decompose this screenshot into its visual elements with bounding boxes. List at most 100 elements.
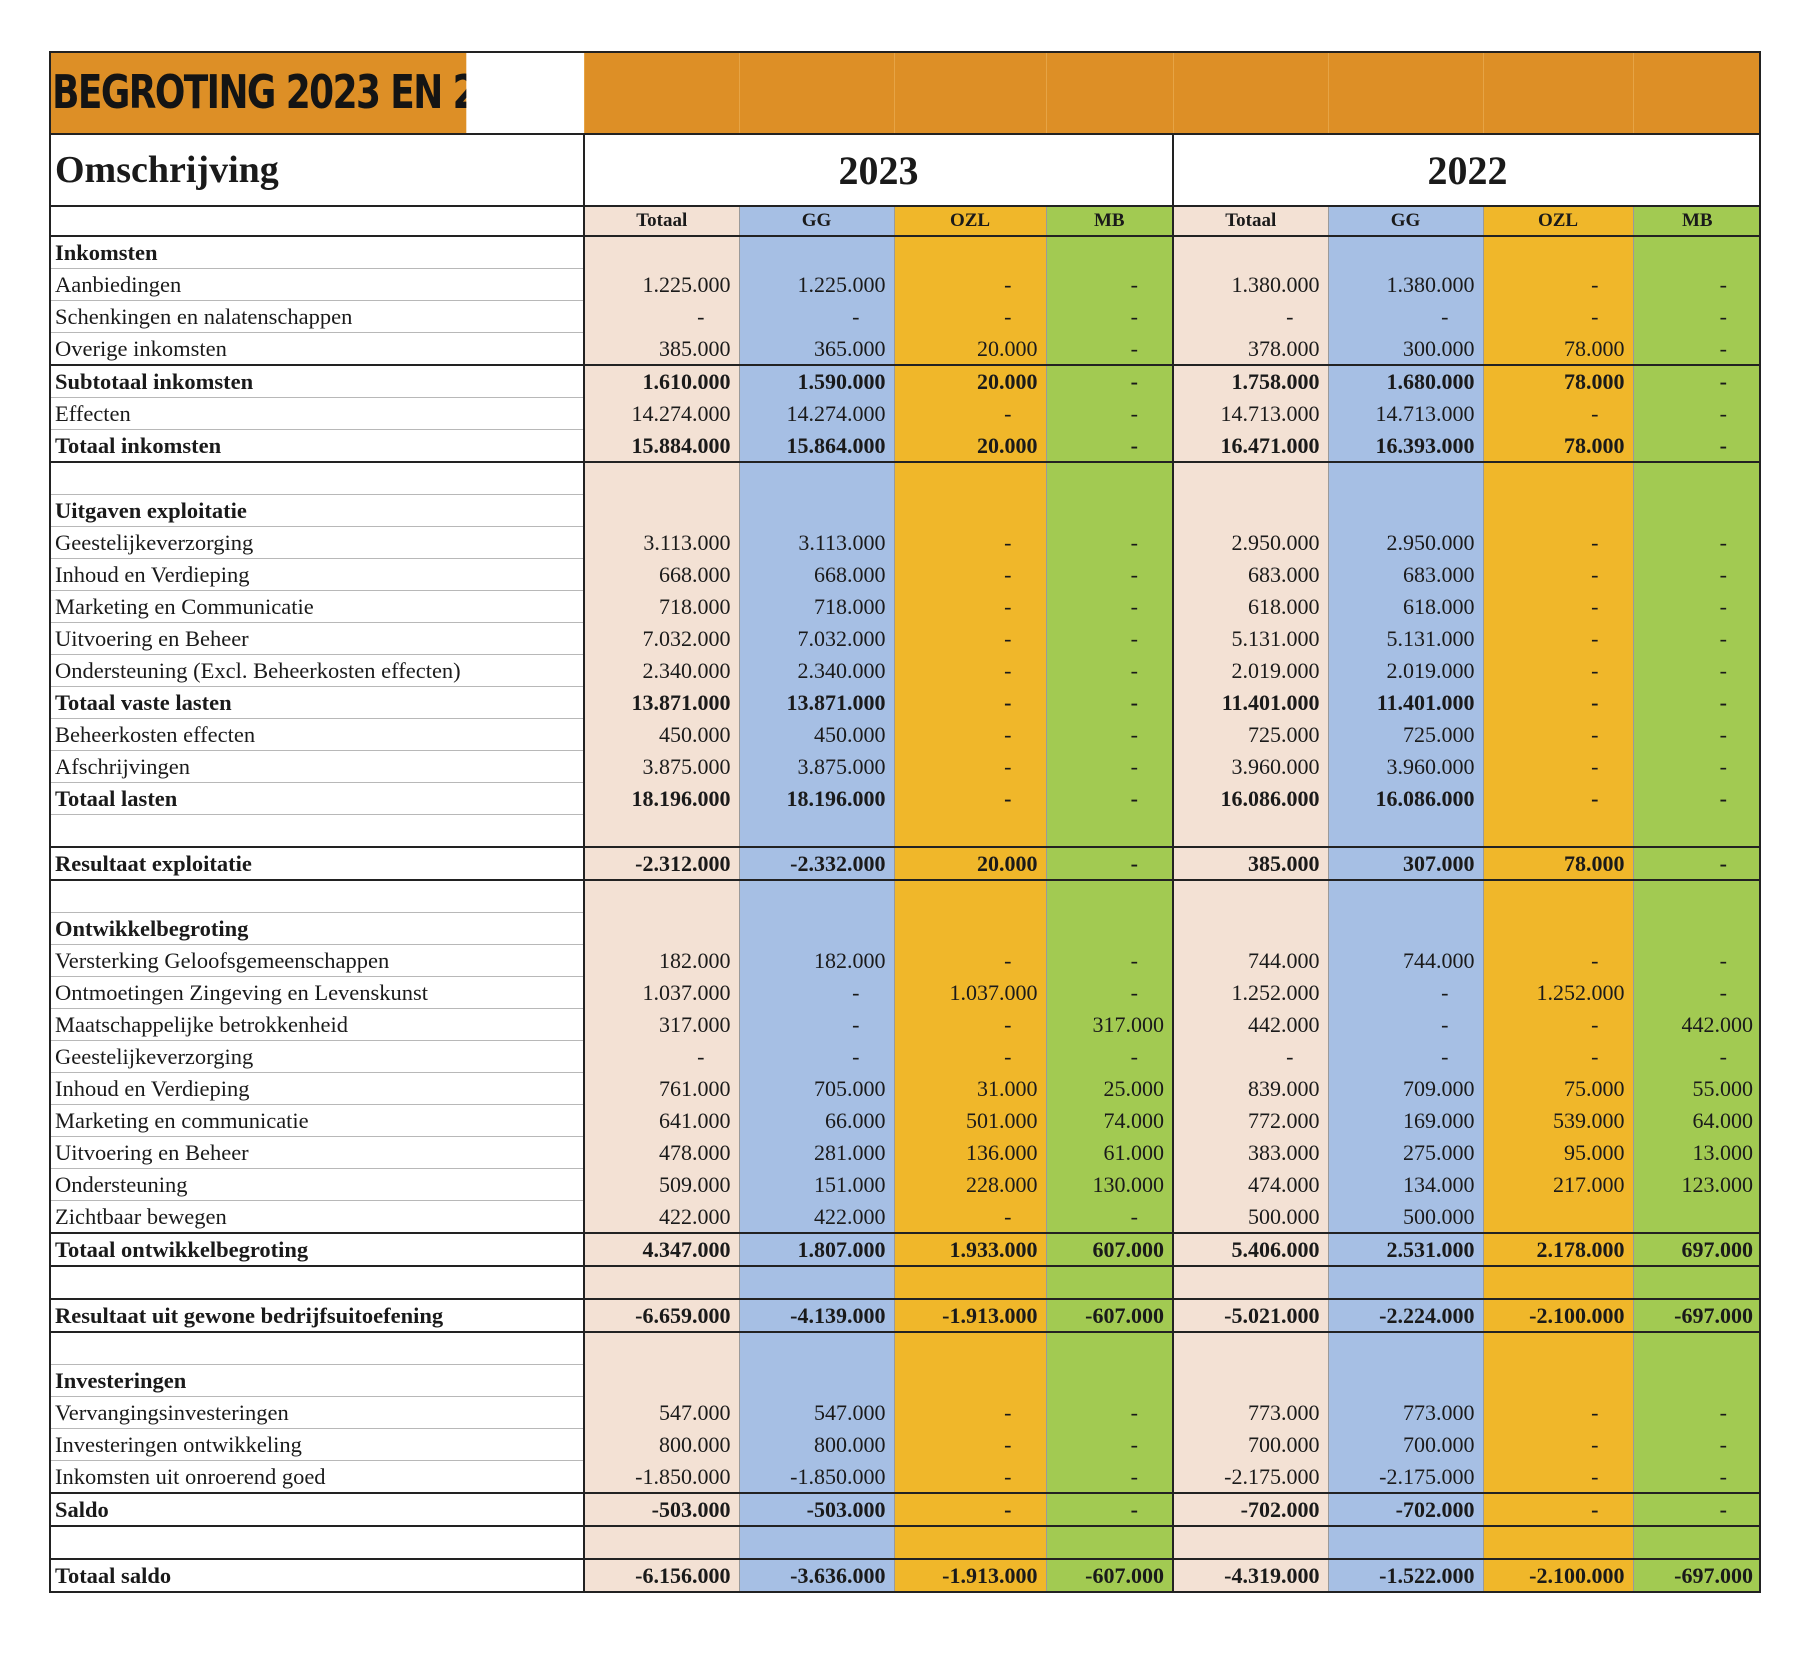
cell-gg-2023: 281.000: [738, 1136, 894, 1169]
cell-totaal-2023: 718.000: [583, 590, 739, 623]
cell-ozl-2023: 1.933.000: [893, 1232, 1046, 1267]
cell-gg-2023: [738, 814, 894, 847]
cell-totaal-2023: 13.871.000: [583, 686, 739, 719]
cell-totaal-2023: [583, 814, 739, 847]
row-label: Inkomsten: [49, 236, 584, 269]
cell-mb-2023: -: [1045, 1492, 1173, 1527]
cell-ozl-2023: -: [893, 1040, 1046, 1073]
cell-ozl-2022: [1482, 1200, 1633, 1233]
cell-totaal-2022: 772.000: [1172, 1104, 1328, 1137]
cell-gg-2022: 14.713.000: [1327, 397, 1483, 430]
cell-ozl-2023: -: [893, 1200, 1046, 1233]
cell-gg-2022: 725.000: [1327, 718, 1483, 751]
cell-gg-2022: -2.224.000: [1327, 1298, 1483, 1333]
cell-ozl-2023: -: [893, 526, 1046, 559]
cell-totaal-2022: -2.175.000: [1172, 1460, 1328, 1493]
cell-mb-2023: -: [1045, 654, 1173, 687]
cell-mb-2023: -: [1045, 976, 1173, 1009]
spacer-row: [49, 1266, 1761, 1300]
cell-ozl-2023: [893, 1332, 1046, 1365]
cell-ozl-2022: -: [1482, 526, 1633, 559]
cell-gg-2023: 14.274.000: [738, 397, 894, 430]
cell-gg-2023: 1.590.000: [738, 364, 894, 398]
row-label: Totaal lasten: [49, 782, 584, 815]
cell-gg-2022: 5.131.000: [1327, 622, 1483, 655]
cell-totaal-2023: [583, 1364, 739, 1397]
cell-totaal-2023: 4.347.000: [583, 1232, 739, 1267]
cell-gg-2022: 700.000: [1327, 1428, 1483, 1461]
cell-ozl-2022: [1482, 236, 1633, 269]
cell-ozl-2022: -: [1482, 622, 1633, 655]
cell-gg-2023: 66.000: [738, 1104, 894, 1137]
row-label: Marketing en Communicatie: [49, 590, 584, 623]
cell-totaal-2022: 1.758.000: [1172, 364, 1328, 398]
cell-ozl-2023: -: [893, 558, 1046, 591]
cell-ozl-2022: 78.000: [1482, 364, 1633, 398]
cell-ozl-2022: 95.000: [1482, 1136, 1633, 1169]
cell-totaal-2022: 725.000: [1172, 718, 1328, 751]
cell-gg-2023: [738, 494, 894, 527]
cell-mb-2023: -: [1045, 558, 1173, 591]
cell-gg-2022: [1327, 1266, 1483, 1299]
column-header-mb: MB: [1632, 206, 1761, 237]
cell-totaal-2022: 385.000: [1172, 846, 1328, 881]
cell-gg-2022: -2.175.000: [1327, 1460, 1483, 1493]
spacer-row: [49, 880, 1761, 913]
cell-totaal-2023: 317.000: [583, 1008, 739, 1041]
cell-ozl-2023: 501.000: [893, 1104, 1046, 1137]
table-row: Totaal lasten 18.196.000 18.196.000- -16.08…: [49, 782, 1761, 815]
cell-gg-2022: 2.531.000: [1327, 1232, 1483, 1267]
cell-totaal-2023: 668.000: [583, 558, 739, 591]
cell-totaal-2023: -: [583, 300, 739, 333]
title-cell: [584, 51, 740, 135]
table-row: Subtotaal inkomsten 1.610.000 1.590.000 20.…: [49, 364, 1761, 398]
cell-ozl-2022: -: [1482, 1008, 1633, 1041]
cell-mb-2022: [1632, 236, 1761, 269]
row-label: Aanbiedingen: [49, 268, 584, 301]
cell-gg-2022: 16.393.000: [1327, 429, 1483, 463]
cell-gg-2022: 169.000: [1327, 1104, 1483, 1137]
row-label: Marketing en communicatie: [49, 1104, 584, 1137]
cell-gg-2023: 151.000: [738, 1168, 894, 1201]
cell-ozl-2022: -: [1482, 750, 1633, 783]
cell-gg-2022: 11.401.000: [1327, 686, 1483, 719]
cell-mb-2022: [1632, 1332, 1761, 1365]
row-label: Effecten: [49, 397, 584, 430]
cell-mb-2022: [1632, 814, 1761, 847]
cell-mb-2023: 61.000: [1045, 1136, 1173, 1169]
cell-ozl-2023: -: [893, 1460, 1046, 1493]
cell-ozl-2023: -1.913.000: [893, 1558, 1046, 1593]
cell-mb-2023: 130.000: [1045, 1168, 1173, 1201]
spacer-row: [49, 462, 1761, 495]
cell-gg-2022: 744.000: [1327, 944, 1483, 977]
table-row: Geestelijkeverzorging 3.113.000 3.113.000-…: [49, 526, 1761, 559]
omschrijving-header: Omschrijving: [49, 134, 584, 207]
cell-totaal-2023: 2.340.000: [583, 654, 739, 687]
cell-gg-2023: [738, 236, 894, 269]
cell-mb-2023: -: [1045, 332, 1173, 365]
cell-gg-2023: [738, 1332, 894, 1365]
cell-totaal-2022: 383.000: [1172, 1136, 1328, 1169]
cell-ozl-2023: -: [893, 1428, 1046, 1461]
cell-ozl-2023: -: [893, 654, 1046, 687]
row-label: [49, 462, 584, 495]
year-header-row: Omschrijving 2023 2022: [49, 134, 1761, 207]
cell-gg-2023: -: [738, 976, 894, 1009]
row-label: Ontmoetingen Zingeving en Levenskunst: [49, 976, 584, 1009]
row-label: Uitvoering en Beheer: [49, 622, 584, 655]
cell-ozl-2022: -: [1482, 590, 1633, 623]
cell-totaal-2023: 422.000: [583, 1200, 739, 1233]
column-header-mb: MB: [1045, 206, 1173, 237]
cell-mb-2022: -: [1632, 1396, 1761, 1429]
cell-gg-2022: 618.000: [1327, 590, 1483, 623]
cell-ozl-2023: -: [893, 782, 1046, 815]
cell-ozl-2023: -: [893, 944, 1046, 977]
cell-totaal-2023: [583, 494, 739, 527]
cell-totaal-2022: -702.000: [1172, 1492, 1328, 1527]
title-cell: [1046, 51, 1174, 135]
cell-gg-2023: 3.875.000: [738, 750, 894, 783]
row-label: Beheerkosten effecten: [49, 718, 584, 751]
cell-gg-2023: -: [738, 300, 894, 333]
cell-ozl-2022: [1482, 880, 1633, 913]
cell-ozl-2022: 78.000: [1482, 846, 1633, 881]
